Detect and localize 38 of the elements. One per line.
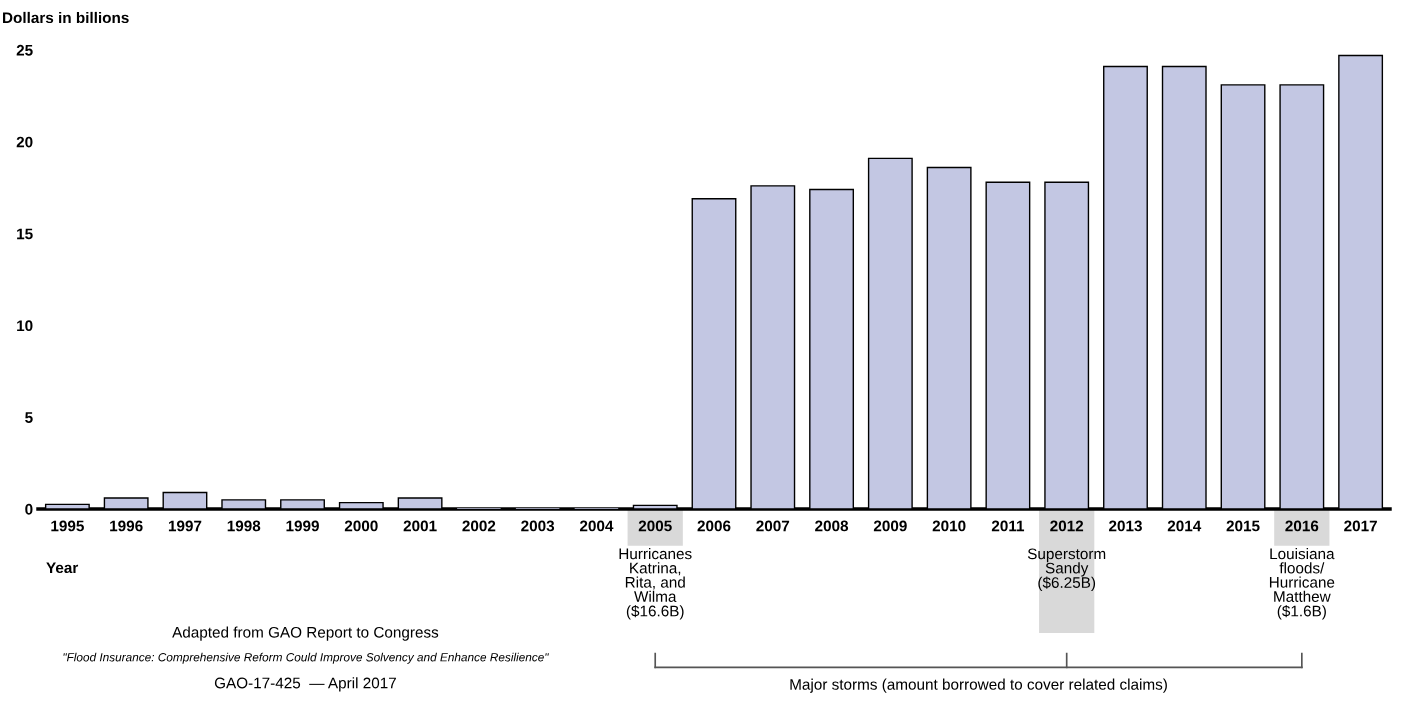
x-tick-label: 1996 [110, 520, 143, 532]
x-tick-label: 2003 [521, 520, 555, 532]
x-tick-label: 1998 [227, 520, 261, 532]
x-axis-title: Year [46, 562, 79, 574]
text: GAO-17-425 — April 2017 [214, 677, 396, 692]
text: Superstorm Sandy ($6.25B) [1027, 548, 1106, 591]
x-tick-label: 2002 [462, 520, 496, 532]
x-tick-label: 2004 [579, 520, 614, 532]
x-tick-label: 1999 [286, 520, 319, 532]
x-tick-label: 1997 [168, 520, 202, 532]
text: Louisiana floods/ Hurricane Matthew ($1.6B) [1269, 548, 1335, 620]
x-tick-label: 2014 [1167, 520, 1202, 532]
y-tick-label: 25 [16, 44, 33, 56]
x-tick-label: 2001 [403, 520, 437, 532]
x-tick-label: 2009 [873, 520, 907, 532]
y-tick-label: 15 [17, 228, 33, 240]
x-tick-label: 2013 [1109, 520, 1142, 532]
y-axis-title: Dollars in billions [3, 11, 129, 24]
x-tick-label: 2010 [932, 520, 966, 532]
x-tick-label: 2006 [697, 520, 731, 532]
y-tick-label: 10 [17, 320, 33, 332]
y-tick-label: 5 [25, 412, 33, 423]
x-tick-label: 2005 [638, 520, 672, 532]
text: Adapted from GAO Report to Congress [172, 626, 439, 641]
x-tick-label: 2016 [1285, 520, 1319, 532]
x-tick-label: 2011 [991, 520, 1025, 532]
x-tick-label: 2007 [756, 520, 790, 532]
text: "Flood Insurance: Comprehensive Reform Could Improve Solvency and Enhance Resilience" [63, 652, 549, 664]
x-tick-label: 2008 [815, 520, 849, 532]
x-tick-label: 2015 [1226, 520, 1260, 532]
y-tick-label: 20 [16, 136, 33, 148]
x-tick-label: 2000 [344, 520, 378, 532]
y-tick-label: 0 [25, 503, 33, 515]
x-tick-label: 1995 [51, 520, 84, 532]
x-tick-label: 2012 [1050, 520, 1084, 532]
text: Hurricanes Katrina, Rita, and Wilma ($16.6B) [619, 548, 692, 620]
x-tick-label: 2017 [1344, 520, 1377, 532]
text: Major storms (amount borrowed to cover related claims) [790, 678, 1167, 693]
